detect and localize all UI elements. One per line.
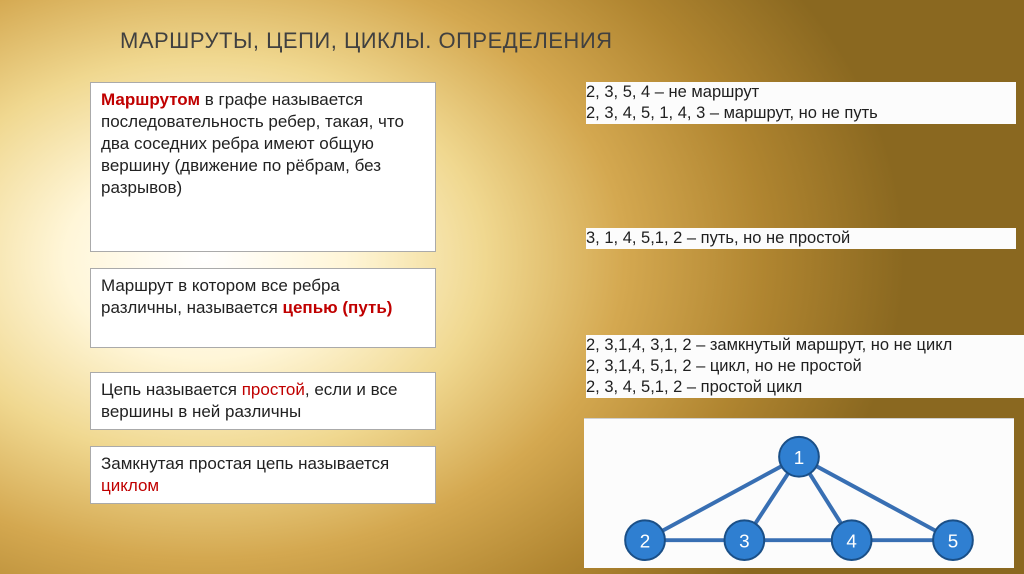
definition-simple-chain: Цепь называется простой, если и все верш… [90,372,436,430]
svg-text:5: 5 [948,531,959,552]
svg-text:4: 4 [846,531,856,552]
definition-chain: Маршрут в котором все ребра различны, на… [90,268,436,348]
slide-title: МАРШРУТЫ, ЦЕПИ, ЦИКЛЫ. ОПРЕДЕЛЕНИЯ [120,28,613,54]
definition-cycle: Замкнутая простая цепь называется циклом [90,446,436,504]
example-block-3: 2, 3,1,4, 3,1, 2 – замкнутый маршрут, но… [586,335,1024,398]
svg-text:1: 1 [794,447,805,468]
svg-text:2: 2 [640,531,651,552]
svg-text:3: 3 [739,531,750,552]
example-block-1: 2, 3, 5, 4 – не маршрут2, 3, 4, 5, 1, 4,… [586,82,1016,124]
definition-route: Маршрутом в графе называется последовате… [90,82,436,252]
graph-diagram: 1 2 3 4 5 [584,418,1014,568]
example-block-2: 3, 1, 4, 5,1, 2 – путь, но не простой [586,228,1016,249]
